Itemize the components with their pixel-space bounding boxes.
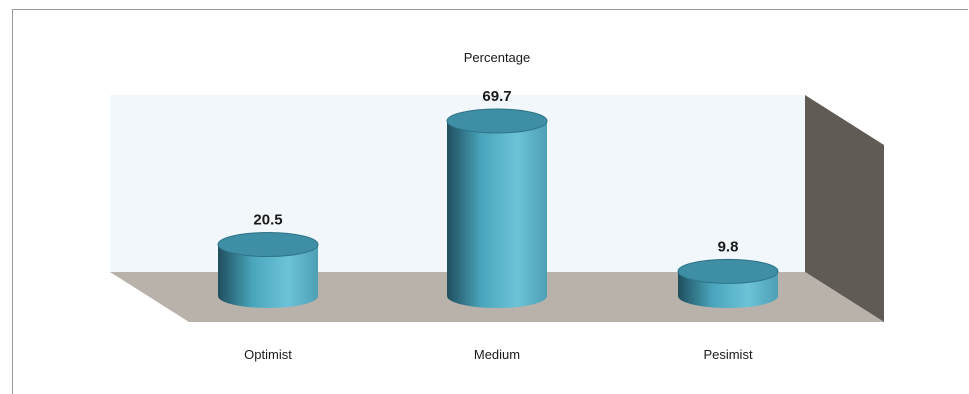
data-label-optimist: 20.5: [253, 212, 282, 229]
bar-medium-top: [446, 108, 548, 134]
bar-optimist-body: [218, 244, 318, 308]
bar-medium-body: [447, 121, 547, 308]
data-label-medium: 69.7: [482, 88, 511, 105]
frame-border-top: [12, 9, 968, 10]
bars-group: 20.5 69.7 9.8: [217, 88, 779, 308]
category-label-medium: Medium: [474, 347, 520, 362]
side-wall: [805, 95, 884, 322]
frame-border-left: [12, 9, 13, 394]
bar-pesimist-top: [677, 258, 779, 284]
chart-title: Percentage: [464, 50, 531, 65]
bar-optimist-top: [217, 232, 319, 258]
category-label-optimist: Optimist: [244, 347, 292, 362]
category-label-pesimist: Pesimist: [703, 347, 753, 362]
data-label-pesimist: 9.8: [718, 238, 739, 255]
